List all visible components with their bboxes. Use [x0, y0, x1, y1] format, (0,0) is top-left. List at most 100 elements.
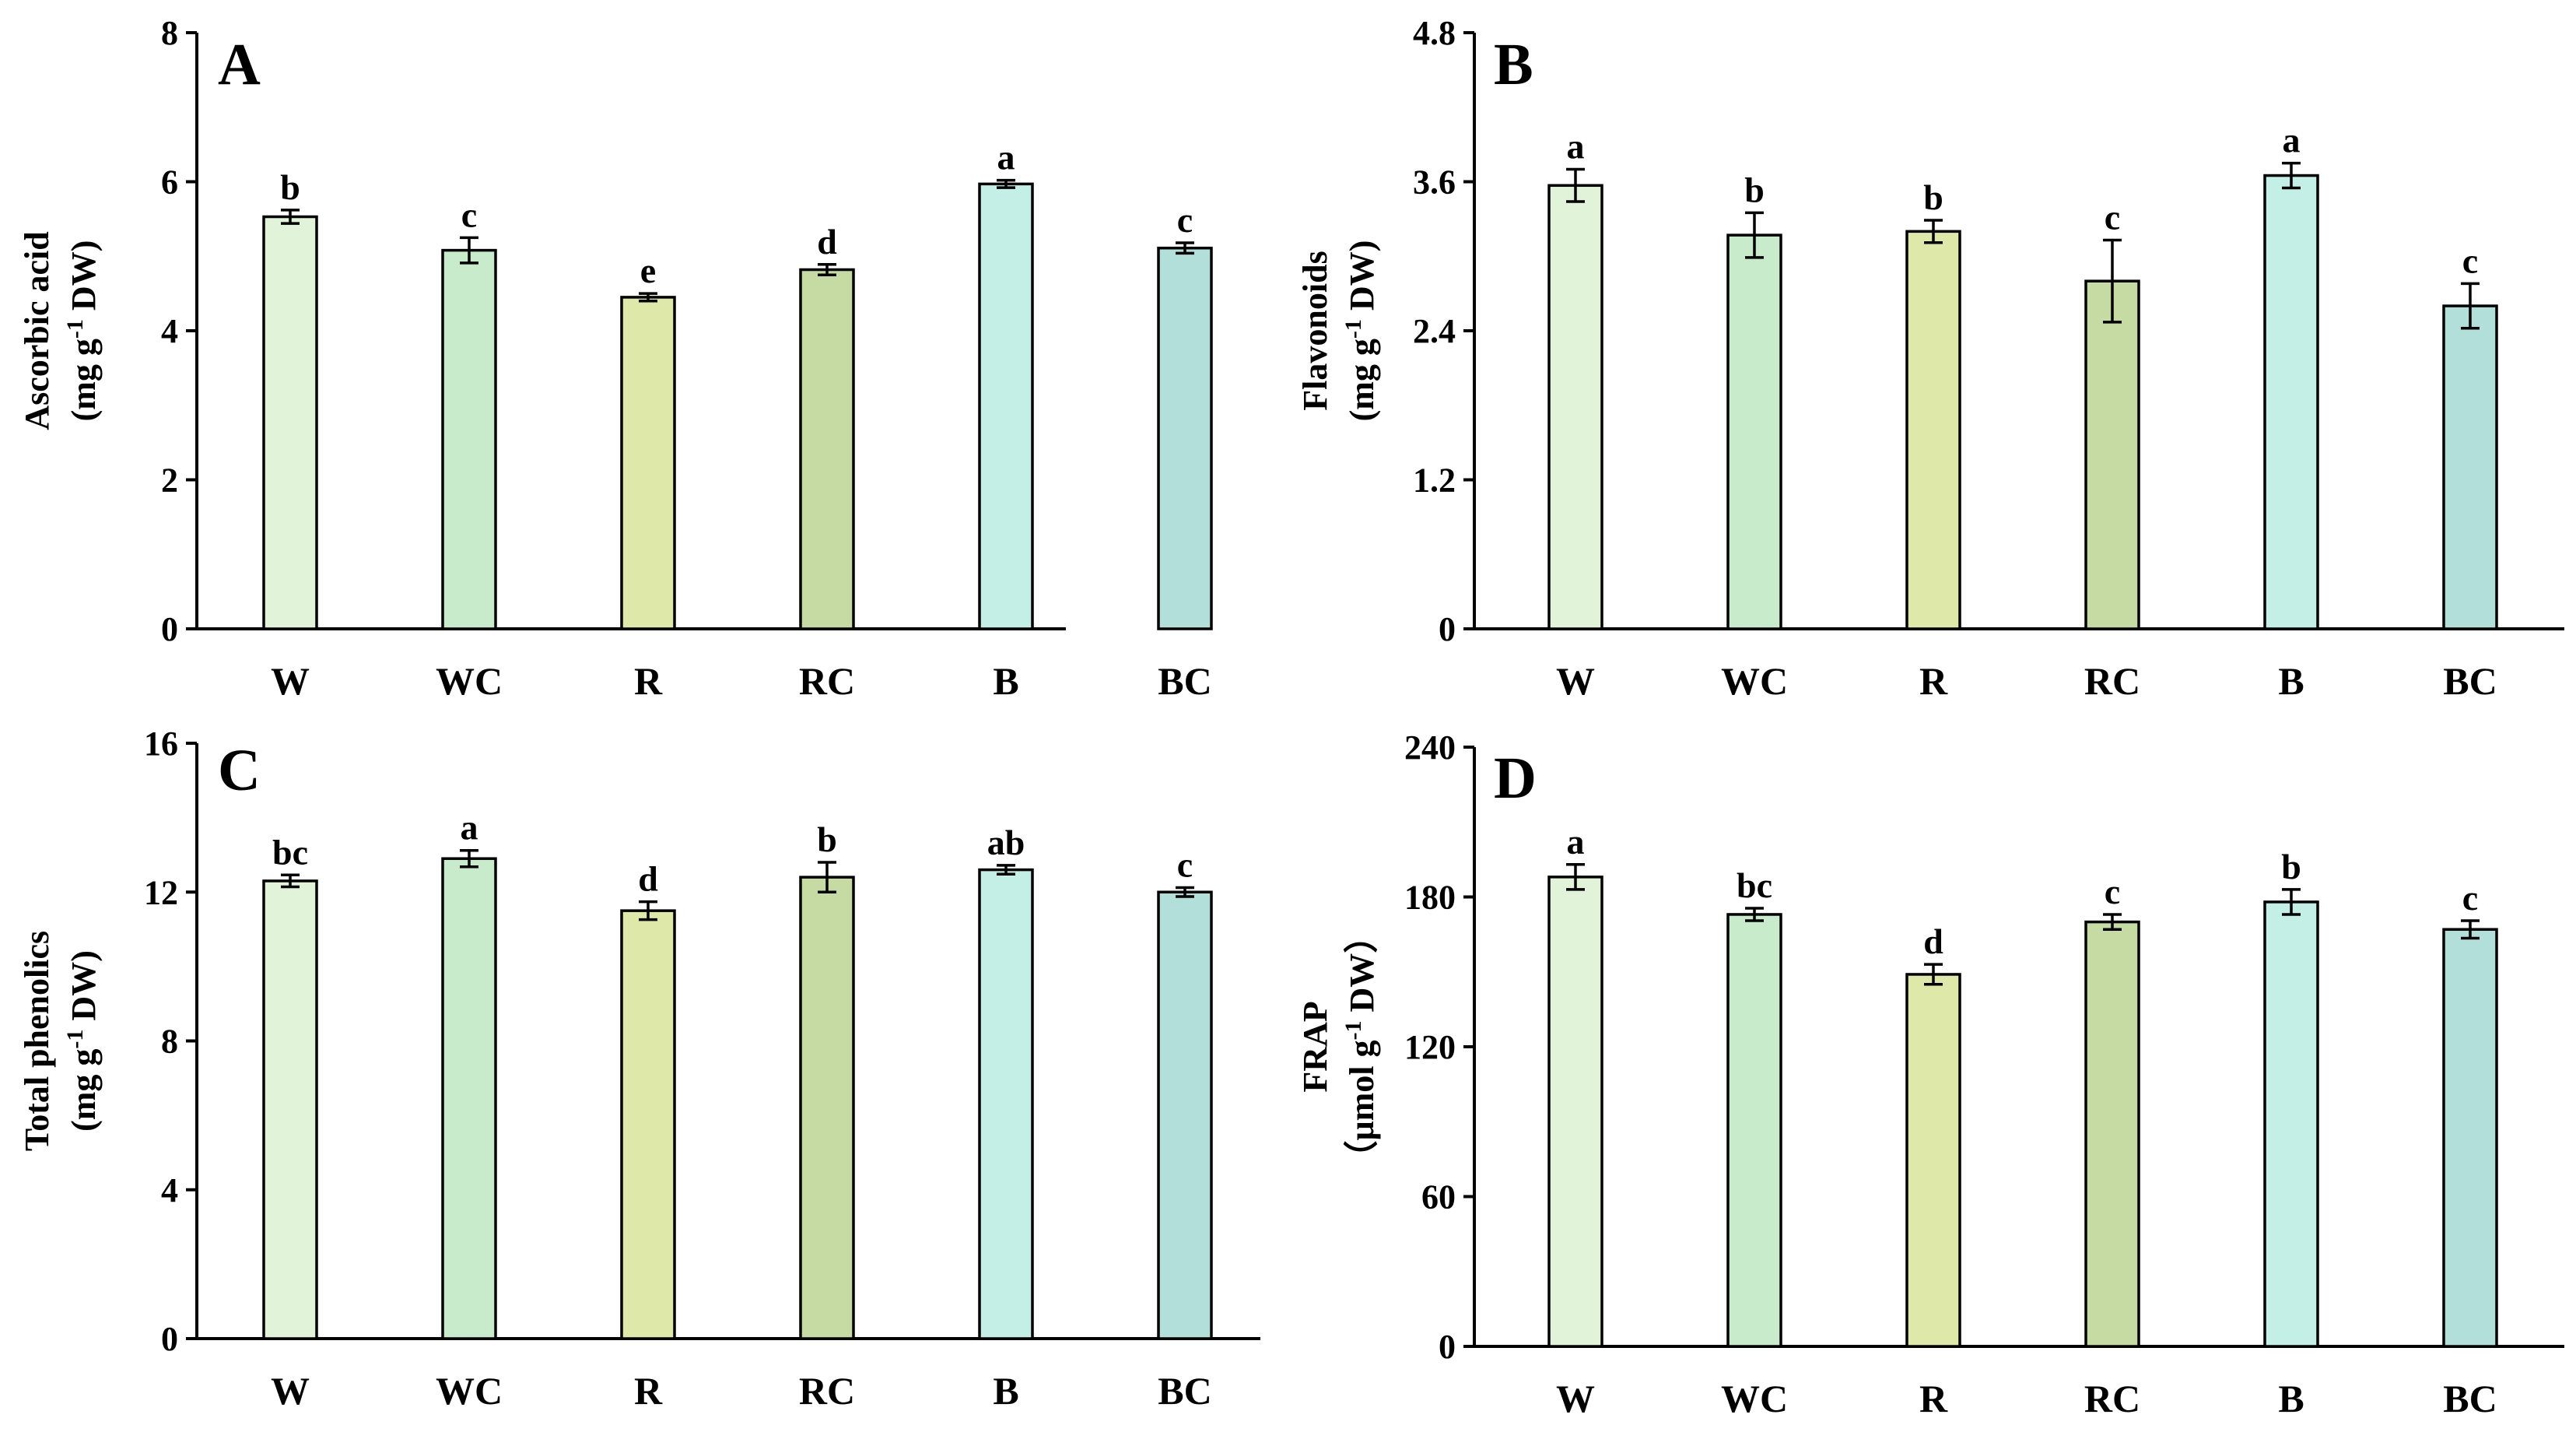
bar-rc: [799, 268, 855, 630]
bar-r: [1905, 973, 1961, 1348]
x-category-label-rc: RC: [2084, 659, 2140, 703]
bar-r: [620, 296, 676, 630]
x-category-label-bc: BC: [2443, 1377, 2497, 1420]
y-tick-label: 0: [161, 1320, 178, 1358]
y-unit-suffix: DW): [65, 950, 103, 1029]
bar-wc: [441, 857, 497, 1340]
y-unit-prefix: (mg g: [1343, 339, 1381, 421]
bar-bc: [2442, 928, 2498, 1348]
y-tick-label: 60: [1421, 1178, 1456, 1216]
significance-label-r: b: [1923, 177, 1943, 217]
bar-bc: [2442, 304, 2498, 630]
significance-label-rc: b: [817, 820, 837, 859]
bar-b: [2263, 900, 2319, 1348]
y-axis-unit: （μmol g-1 DW）: [1341, 919, 1381, 1175]
y-tick-label: 4.8: [1413, 14, 1456, 52]
x-category-label-bc: BC: [1158, 659, 1211, 703]
x-category-label-r: R: [634, 1369, 663, 1413]
y-tick-label: 16: [144, 725, 178, 763]
y-tick-label: 2: [161, 462, 178, 500]
significance-label-b: b: [2281, 847, 2301, 886]
bar-rc: [799, 876, 855, 1340]
bar-w: [262, 879, 318, 1340]
panel-a-ascorbic-acid-chart: 0 2 4 6 8 b Wc WC e Rd RC a Bc BC A Ascorbic acid (mg g-…: [18, 14, 1213, 703]
bar-bc: [1157, 246, 1213, 630]
y-tick-label: 0: [1439, 610, 1456, 648]
panel-letter: C: [218, 738, 261, 803]
x-category-label-wc: WC: [1721, 659, 1788, 703]
x-category-label-wc: WC: [436, 659, 503, 703]
y-axis-unit: (mg g-1 DW): [1341, 240, 1381, 422]
y-tick-label: 2.4: [1413, 312, 1456, 350]
significance-label-rc: d: [817, 222, 837, 261]
y-tick-label: 0: [1439, 1328, 1456, 1366]
y-axis-title: FRAP: [1296, 1001, 1334, 1092]
y-unit-prefix: （μmol g: [1343, 1040, 1381, 1174]
x-category-label-b: B: [2278, 1377, 2304, 1420]
bar-b: [978, 182, 1034, 630]
bar-r: [620, 909, 676, 1340]
y-unit-superscript: -1: [1341, 319, 1366, 339]
panel-letter: D: [1494, 746, 1537, 811]
x-category-label-w: W: [271, 1369, 310, 1413]
y-axis-title: Flavonoids: [1296, 251, 1334, 410]
significance-label-wc: a: [461, 808, 478, 848]
x-category-label-r: R: [1919, 659, 1948, 703]
significance-label-wc: b: [1744, 170, 1765, 209]
significance-label-rc: c: [2105, 872, 2120, 911]
x-category-label-r: R: [634, 659, 663, 703]
x-category-label-w: W: [271, 659, 310, 703]
bar-w: [1547, 184, 1603, 630]
x-category-label-rc: RC: [799, 659, 855, 703]
significance-label-bc: c: [1177, 200, 1193, 240]
y-tick-label: 180: [1404, 879, 1456, 917]
significance-label-b: a: [2283, 121, 2301, 160]
y-unit-superscript: -1: [62, 1030, 88, 1049]
bar-r: [1905, 230, 1961, 630]
significance-label-bc: c: [2462, 878, 2478, 918]
significance-label-bc: c: [1177, 845, 1193, 885]
panel-letter: B: [1494, 32, 1533, 97]
bar-bc: [1157, 890, 1213, 1340]
y-unit-suffix: DW): [65, 240, 103, 319]
significance-label-w: bc: [272, 832, 308, 872]
significance-label-r: d: [1923, 921, 1943, 961]
panel-c-total-phenolics-chart: 0 4 8 12 16 bc Wa WC d Rb RC ab Bc BC C Total phenolics…: [18, 725, 1260, 1413]
bar-rc: [2084, 279, 2140, 630]
y-unit-prefix: (mg g: [65, 339, 103, 421]
y-axis-unit: (mg g-1 DW): [62, 950, 103, 1132]
significance-label-bc: c: [2462, 240, 2478, 280]
y-axis-unit: (mg g-1 DW): [62, 240, 103, 422]
x-category-label-wc: WC: [1721, 1377, 1788, 1420]
y-unit-superscript: -1: [1341, 1020, 1366, 1040]
x-category-label-wc: WC: [436, 1369, 503, 1413]
x-category-label-r: R: [1919, 1377, 1948, 1420]
x-category-label-w: W: [1556, 659, 1595, 703]
significance-label-r: d: [638, 859, 658, 899]
y-tick-label: 8: [161, 1023, 178, 1061]
significance-label-r: e: [640, 251, 656, 290]
bar-b: [2263, 174, 2319, 630]
x-category-label-b: B: [993, 1369, 1018, 1413]
y-tick-label: 1.2: [1413, 462, 1456, 500]
x-category-label-bc: BC: [2443, 659, 2497, 703]
significance-label-b: ab: [987, 823, 1025, 862]
bar-w: [262, 215, 318, 630]
y-unit-prefix: (mg g: [65, 1049, 103, 1132]
panel-d-frap-chart: 0 60 120 180 240 a Wbc WC d Rc RC b Bc BC D FRAP （μmol g…: [1296, 728, 2564, 1420]
x-category-label-bc: BC: [1158, 1369, 1211, 1413]
panel-b-flavonoids-chart: 01.22.43.64.8aWbWCbRcRCaBcBCBFlavonoids(…: [1296, 14, 2564, 703]
y-tick-label: 6: [161, 163, 178, 202]
y-tick-label: 4: [161, 1171, 178, 1209]
y-tick-label: 8: [161, 14, 178, 52]
bar-wc: [1726, 913, 1782, 1348]
x-category-label-rc: RC: [2084, 1377, 2140, 1420]
significance-label-rc: c: [2105, 198, 2120, 237]
significance-label-wc: c: [461, 195, 477, 234]
significance-label-b: a: [997, 138, 1015, 177]
y-tick-label: 240: [1404, 728, 1456, 767]
significance-label-w: a: [1567, 822, 1585, 862]
x-category-label-rc: RC: [799, 1369, 855, 1413]
y-tick-label: 120: [1404, 1028, 1456, 1066]
